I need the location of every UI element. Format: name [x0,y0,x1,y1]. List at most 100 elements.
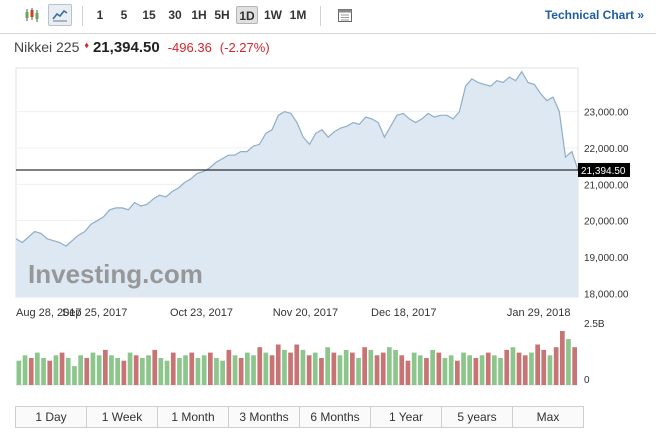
volume-bar [380,352,386,385]
volume-bar [498,358,503,385]
volume-bar [461,352,466,385]
period-1min[interactable]: 1 [96,8,104,22]
period-15min[interactable]: 15 [142,8,156,22]
volume-bar [121,360,127,385]
volume-bar [127,352,133,385]
volume-bar [417,355,423,385]
volume-bar [201,355,207,385]
volume-bar [140,358,145,385]
period-5min[interactable]: 5 [120,8,128,22]
volume-bar [424,358,429,385]
volume-bar [177,358,182,385]
volume-bar [170,352,176,385]
volume-bar [356,358,361,385]
x-tick-label: Jan 29, 2018 [507,307,571,319]
volume-bar [522,355,528,385]
down-indicator-icon: ♦ [84,40,89,50]
range-selector: 1 Day 1 Week 1 Month 3 Months 6 Months 1… [15,406,584,428]
current-price-label: 21,394.50 [581,166,626,177]
price-area-fill [16,71,578,297]
volume-bar [294,344,300,385]
volume-bar [288,352,293,385]
volume-bar [510,347,516,385]
range-5-years[interactable]: 5 years [442,407,513,427]
range-1-year[interactable]: 1 Year [371,407,442,427]
volume-bar [300,349,306,385]
volume-bar [492,355,497,385]
x-tick-label: Dec 18, 2017 [371,307,436,319]
volume-bar [78,355,83,385]
volume-bar [387,347,392,385]
range-3-months[interactable]: 3 Months [229,407,300,427]
volume-bar [541,349,547,385]
area-chart-icon[interactable] [48,4,72,26]
volume-bar [547,355,553,385]
volume-bar [245,352,250,385]
volume-bar [566,339,571,385]
volume-bar [28,358,34,385]
volume-bar [282,349,287,385]
y-tick-label: 21,000.00 [584,180,629,191]
last-price: 21,394.50 [92,39,160,56]
range-6-months[interactable]: 6 Months [300,407,371,427]
period-1d[interactable]: 1D [236,6,258,24]
toolbar-divider [82,6,83,26]
volume-bar [485,352,491,385]
range-1-week[interactable]: 1 Week [87,407,158,427]
volume-bar [84,358,90,385]
volume-bar [331,352,337,385]
volume-bar [411,352,417,385]
volume-bar [529,352,534,385]
volume-bar [72,366,77,385]
volume-bar [479,355,485,385]
volume-bar [158,358,164,385]
volume-bar [41,358,46,385]
volume-bar [53,355,59,385]
volume-bar [319,358,324,385]
period-1h[interactable]: 1H [191,8,207,22]
volume-bar [312,352,318,385]
period-1m[interactable]: 1M [289,8,307,22]
volume-bar [350,352,355,385]
volume-bar [214,358,219,385]
volume-bar [455,360,460,385]
range-1-month[interactable]: 1 Month [158,407,229,427]
volume-bar [22,355,28,385]
y-tick-label: 20,000.00 [584,217,629,228]
price-chart[interactable]: 23,000.00 22,000.00 21,000.00 20,000.00 19,0… [0,60,656,400]
volume-bar [275,344,281,385]
period-30min[interactable]: 30 [168,8,182,22]
candlestick-icon[interactable] [20,4,44,26]
calendar-icon[interactable] [333,4,357,26]
x-tick-label: Oct 23, 2017 [170,307,233,319]
volume-bar [232,355,238,385]
volume-bar [325,347,330,385]
volume-bar [560,331,565,385]
technical-chart-link[interactable]: Technical Chart » [544,8,644,22]
current-price-tag [578,162,630,177]
volume-bar [306,355,312,385]
range-1-day[interactable]: 1 Day [16,407,87,427]
volume-bar [152,349,158,385]
volume-bar [393,349,398,385]
quote-header: Nikkei 225 ♦ 21,394.50 -496.36 (-2.27%) [14,39,270,59]
volume-bar [504,349,510,385]
chart-toolbar: 1 5 15 30 1H 5H 1D 1W 1M Technical Chart… [0,0,656,34]
volume-bar [516,352,522,385]
volume-bar [436,352,442,385]
period-5h[interactable]: 5H [214,8,230,22]
volume-bar [442,358,448,385]
volume-bar [337,355,343,385]
period-1w[interactable]: 1W [264,8,282,22]
range-max[interactable]: Max [513,407,583,427]
volume-bar [103,349,108,385]
volume-bar [374,355,380,385]
volume-bar [553,347,559,385]
price-change: -496.36 [167,40,212,55]
x-tick-label: Sep 25, 2017 [62,307,127,319]
volume-bar [251,355,256,385]
price-change-percent: (-2.27%) [219,40,270,55]
volume-bar [238,358,244,385]
volume-bar [109,355,114,385]
volume-bar [47,360,53,385]
